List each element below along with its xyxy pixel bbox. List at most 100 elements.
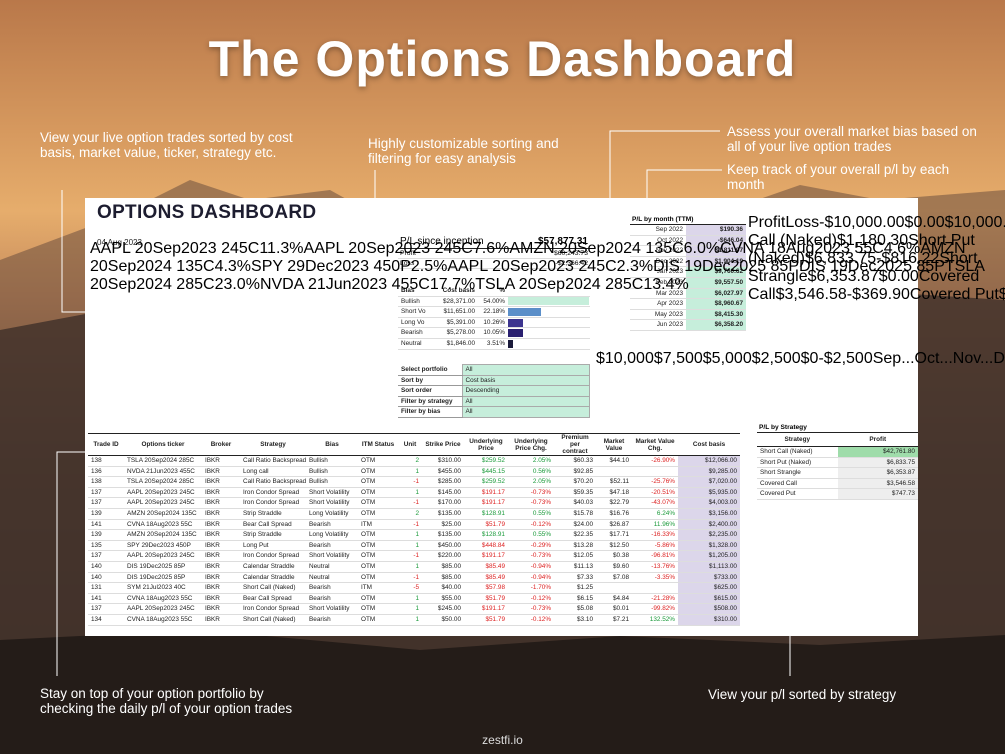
trade-cell: -1.70%	[508, 582, 554, 594]
pl-inception-header: P/L since inception $57,877.31	[398, 236, 590, 249]
trade-cell: 140	[88, 572, 124, 584]
trade-cell: $7.33	[554, 572, 596, 584]
trade-cell: IBKR	[202, 508, 240, 520]
trade-cell: $5,935.00	[678, 487, 740, 499]
trade-cell: ITM	[358, 519, 398, 531]
value: $57,877.31	[537, 236, 588, 247]
month: Apr 2023	[630, 298, 686, 310]
trade-cell: -0.73%	[508, 497, 554, 509]
trade-cell: OTM	[358, 508, 398, 520]
trade-cell: 0.55%	[508, 529, 554, 541]
slice-value-label: 13.4%	[643, 276, 689, 293]
trade-row: 134 CVNA 18Aug2023 55C IBKR Short Call (Nak…	[88, 614, 740, 626]
trade-cell	[632, 582, 678, 594]
trade-cell: IBKR	[202, 487, 240, 499]
slice-value-label: 2.5%	[410, 258, 448, 275]
bar-cell	[508, 296, 590, 308]
month: Jun 2023	[630, 319, 686, 331]
header-cell: Market Value Chg.	[632, 433, 678, 456]
trade-cell: $450.00	[422, 540, 464, 552]
strategy-row: Short Strangle $6,353.87	[757, 467, 918, 479]
trade-cell: 135	[88, 540, 124, 552]
bias-row: Short Vo $11,651.00 22.18%	[398, 306, 590, 318]
trade-cell: Call Ratio Backspread	[240, 455, 306, 467]
trade-cell: $191.17	[464, 603, 508, 615]
trade-row: 131 SYM 21Jul2023 40C IBKR Short Call (Nake…	[88, 582, 740, 594]
trade-cell: $51.79	[464, 519, 508, 531]
trade-cell: -3.35%	[632, 572, 678, 584]
trade-cell: 139	[88, 508, 124, 520]
filter-select[interactable]: All	[461, 364, 590, 376]
filters: Select portfolio All Sort by Cost basis Sort…	[398, 364, 590, 418]
trade-cell: $0.38	[596, 550, 632, 562]
header-cell: Bias	[306, 433, 358, 456]
category-label: Covered Put	[909, 286, 999, 303]
trade-row: 137 AAPL 20Sep2023 245C IBKR Iron Condor Sp…	[88, 603, 740, 615]
trade-cell: $70.20	[554, 476, 596, 488]
cell: Bearish	[398, 327, 432, 339]
trade-cell: OTM	[358, 529, 398, 541]
trade-cell: DIS 19Dec2025 85P	[124, 572, 202, 584]
filter-row: Filter by bias All	[398, 406, 590, 418]
trade-cell: Long Put	[240, 540, 306, 552]
month-row: Mar 2023 $6,027.97	[630, 288, 746, 300]
trades-table: Trade ID Options ticker Broker Strategy Bias…	[88, 433, 740, 626]
header-cell: Cost basis	[678, 433, 740, 456]
header-row: Trade ID Options ticker Broker Strategy Bias…	[88, 433, 740, 456]
trade-cell: SYM 21Jul2023 40C	[124, 582, 202, 594]
trade-cell: 134	[88, 614, 124, 626]
month: Feb 2023	[630, 277, 686, 289]
header-cell: Broker	[202, 433, 240, 456]
filter-select[interactable]: Descending	[461, 385, 590, 397]
trade-cell: $0.01	[596, 603, 632, 615]
value-label: $747.73	[998, 286, 1005, 303]
trade-cell: -0.12%	[508, 614, 554, 626]
trade-cell: 0.56%	[508, 466, 554, 478]
month-row: Oct 2022 -$646.04	[630, 235, 746, 247]
slice-value-label: 4.3%	[214, 258, 252, 275]
month: Oct 2022	[630, 235, 686, 247]
trade-cell: $191.17	[464, 497, 508, 509]
trade-cell: Short Volatility	[306, 603, 358, 615]
x-tick-label: Nov...	[952, 350, 994, 367]
y-tick-label: $10,000	[596, 350, 654, 367]
trade-cell: OTM	[358, 497, 398, 509]
trade-cell: -0.12%	[508, 593, 554, 605]
trade-cell: 11.96%	[632, 519, 678, 531]
trade-cell: 1	[398, 487, 422, 499]
month-pl: -$646.04	[686, 235, 746, 247]
strategy-profit: $3,546.58	[837, 478, 918, 490]
callout: Stay on top of your option portfolio by …	[40, 686, 293, 716]
filter-select[interactable]: Cost basis	[461, 374, 590, 387]
trade-cell: -25.76%	[632, 476, 678, 488]
trade-cell: 137	[88, 550, 124, 562]
trade-cell: 140	[88, 561, 124, 573]
trade-cell: -0.12%	[508, 519, 554, 531]
filter-select[interactable]: All	[461, 395, 590, 408]
trade-cell: $191.17	[464, 550, 508, 562]
month-pl: $6,027.97	[686, 288, 746, 300]
trade-cell: $259.52	[464, 476, 508, 488]
month: May 2023	[630, 309, 686, 321]
trade-row: 140 DIS 19Dec2025 85P IBKR Calendar Straddl…	[88, 561, 740, 573]
trades: Trade ID Options ticker Broker Strategy Bias…	[88, 433, 740, 626]
trade-row: 139 AMZN 20Sep2024 135C IBKR Strip Straddle…	[88, 529, 740, 541]
trade-cell: CVNA 18Aug2023 55C	[124, 519, 202, 531]
callout: Keep track of your overall p/l by each m…	[727, 162, 950, 192]
legend-label: Profit	[748, 214, 786, 231]
filter-select[interactable]: All	[461, 406, 590, 418]
header-cell: Strike Price	[422, 433, 464, 456]
trade-row: 137 AAPL 20Sep2023 245C IBKR Iron Condor Sp…	[88, 497, 740, 509]
value: $60,243.73	[553, 250, 588, 257]
trade-cell: 0.55%	[508, 508, 554, 520]
trade-cell: AMZN 20Sep2024 135C	[124, 529, 202, 541]
trade-cell: $285.00	[422, 476, 464, 488]
trade-cell: Calendar Straddle	[240, 561, 306, 573]
trade-cell: -13.76%	[632, 561, 678, 573]
bar-cell	[508, 317, 590, 329]
trade-cell: AAPL 20Sep2023 245C	[124, 487, 202, 499]
trade-cell: OTM	[358, 550, 398, 562]
